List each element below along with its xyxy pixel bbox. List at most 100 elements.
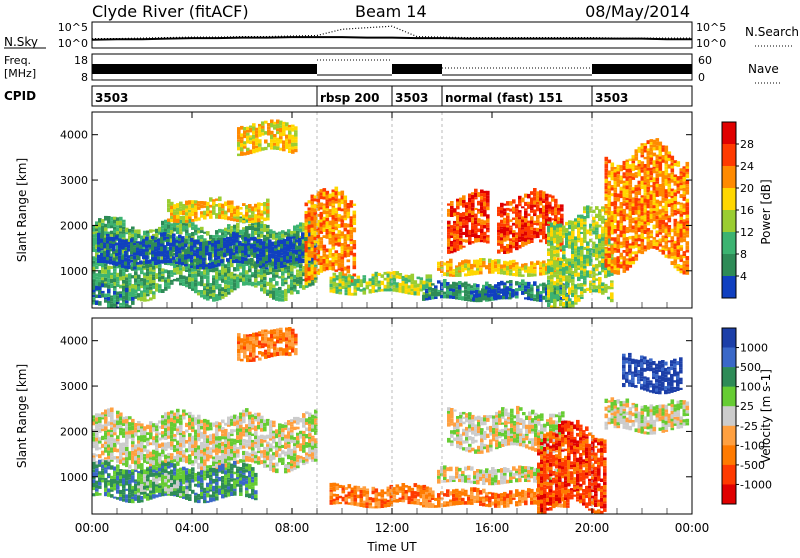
- power-echo-cell: [244, 249, 248, 251]
- power-echo-cell: [107, 289, 111, 294]
- power-echo-cell: [479, 271, 483, 274]
- power-echo-cell: [536, 235, 540, 238]
- power-echo-cell: [200, 227, 204, 230]
- freq-tick-top: 18: [74, 54, 88, 67]
- power-echo-cell: [239, 207, 243, 210]
- power-echo-cell: [662, 187, 666, 190]
- noise-right-tick-bottom: 10^0: [696, 37, 726, 50]
- power-echo-cell: [152, 291, 156, 294]
- power-echo-cell: [562, 249, 566, 251]
- power-echo-cell: [539, 240, 543, 243]
- power-echo-cell: [353, 257, 357, 261]
- power-echo-cell: [100, 234, 104, 238]
- power-echo-cell: [449, 259, 453, 264]
- power-echo-cell: [486, 223, 490, 225]
- power-echo-cell: [518, 210, 522, 213]
- power-echo-cell: [209, 216, 213, 219]
- velocity-echo-cell: [104, 416, 108, 421]
- power-echo-cell: [583, 280, 587, 284]
- power-echo-cell: [533, 267, 537, 269]
- power-echo-cell: [101, 291, 105, 293]
- power-echo-cell: [577, 234, 581, 238]
- power-echo-cell: [686, 215, 690, 218]
- power-echo-cell: [273, 134, 277, 137]
- freq-band-4: [592, 64, 692, 74]
- power-echo-cell: [381, 281, 385, 285]
- power-echo-cell: [562, 254, 566, 259]
- power-echo-cell: [353, 230, 357, 233]
- power-echo-cell: [653, 237, 657, 240]
- power-echo-cell: [278, 287, 282, 290]
- date-title: 08/May/2014: [585, 2, 690, 21]
- power-echo-cell: [617, 171, 621, 174]
- power-echo-cell: [686, 199, 690, 203]
- power-echo-cell: [580, 294, 584, 296]
- power-echo-cell: [674, 259, 678, 263]
- power-echo-cell: [178, 250, 182, 253]
- power-echo-cell: [665, 146, 669, 149]
- power-echo-cell: [686, 245, 690, 249]
- power-echo-cell: [617, 249, 621, 253]
- velocity-echo-cell: [125, 441, 129, 444]
- power-echo-cell: [305, 233, 309, 237]
- power-echo-cell: [459, 235, 463, 238]
- power-echo-cell: [353, 214, 357, 218]
- power-echo-cell: [363, 277, 367, 280]
- power-echo-cell: [530, 240, 534, 243]
- power-echo-cell: [266, 206, 270, 210]
- power-echo-cell: [344, 196, 348, 201]
- velocity-echo-cell: [92, 458, 96, 461]
- power-echo-cell: [459, 228, 463, 232]
- power-echo-cell: [686, 172, 690, 174]
- power-echo-cell: [462, 246, 466, 248]
- velocity-echo-cell: [131, 441, 135, 444]
- power-echo-cell: [252, 123, 256, 126]
- power-echo-cell: [399, 273, 403, 276]
- power-echo-cell: [266, 214, 270, 218]
- power-echo-cell: [347, 259, 351, 262]
- power-echo-cell: [131, 288, 135, 293]
- power-echo-cell: [659, 142, 663, 146]
- power-echo-cell: [157, 256, 161, 259]
- power-echo-cell: [686, 241, 690, 245]
- power-echo-cell: [116, 281, 120, 283]
- velocity-echo-cell: [125, 447, 129, 451]
- power-echo-cell: [308, 281, 312, 283]
- power-echo-cell: [530, 288, 534, 292]
- power-echo-cell: [294, 140, 298, 143]
- power-echo-cell: [266, 210, 270, 214]
- power-echo-cell: [230, 263, 234, 268]
- power-echo-cell: [583, 222, 587, 225]
- power-echo-cell: [242, 267, 246, 270]
- freq-label-top: Freq.: [4, 54, 31, 67]
- power-echo-cell: [266, 199, 270, 203]
- power-echo-cell: [638, 191, 642, 195]
- power-echo-cell: [677, 191, 681, 194]
- power-echo-cell: [524, 263, 528, 265]
- velocity-echo-cell: [95, 444, 99, 448]
- power-echo-cell: [125, 285, 129, 288]
- power-echo-cell: [184, 260, 188, 264]
- power-echo-cell: [486, 219, 490, 223]
- power-echo-cell: [656, 178, 660, 181]
- power-echo-cell: [145, 248, 149, 251]
- power-echo-cell: [294, 130, 298, 132]
- power-echo-cell: [98, 301, 102, 306]
- power-echo-cell: [257, 207, 261, 210]
- power-echo-cell: [206, 272, 210, 276]
- power-echo-cell: [353, 222, 357, 225]
- power-echo-cell: [614, 188, 618, 190]
- power-echo-cell: [250, 258, 254, 263]
- power-echo-cell: [571, 279, 575, 283]
- power-echo-cell: [194, 287, 198, 290]
- power-echo-cell: [264, 147, 268, 150]
- power-echo-cell: [212, 209, 216, 211]
- power-echo-cell: [170, 282, 174, 284]
- power-echo-cell: [518, 213, 522, 215]
- power-echo-cell: [550, 288, 554, 292]
- power-echo-cell: [583, 266, 587, 269]
- power-colorbar-tick-label-4: 12: [740, 226, 754, 239]
- power-echo-cell: [686, 190, 690, 195]
- velocity-echo-cell: [119, 413, 123, 417]
